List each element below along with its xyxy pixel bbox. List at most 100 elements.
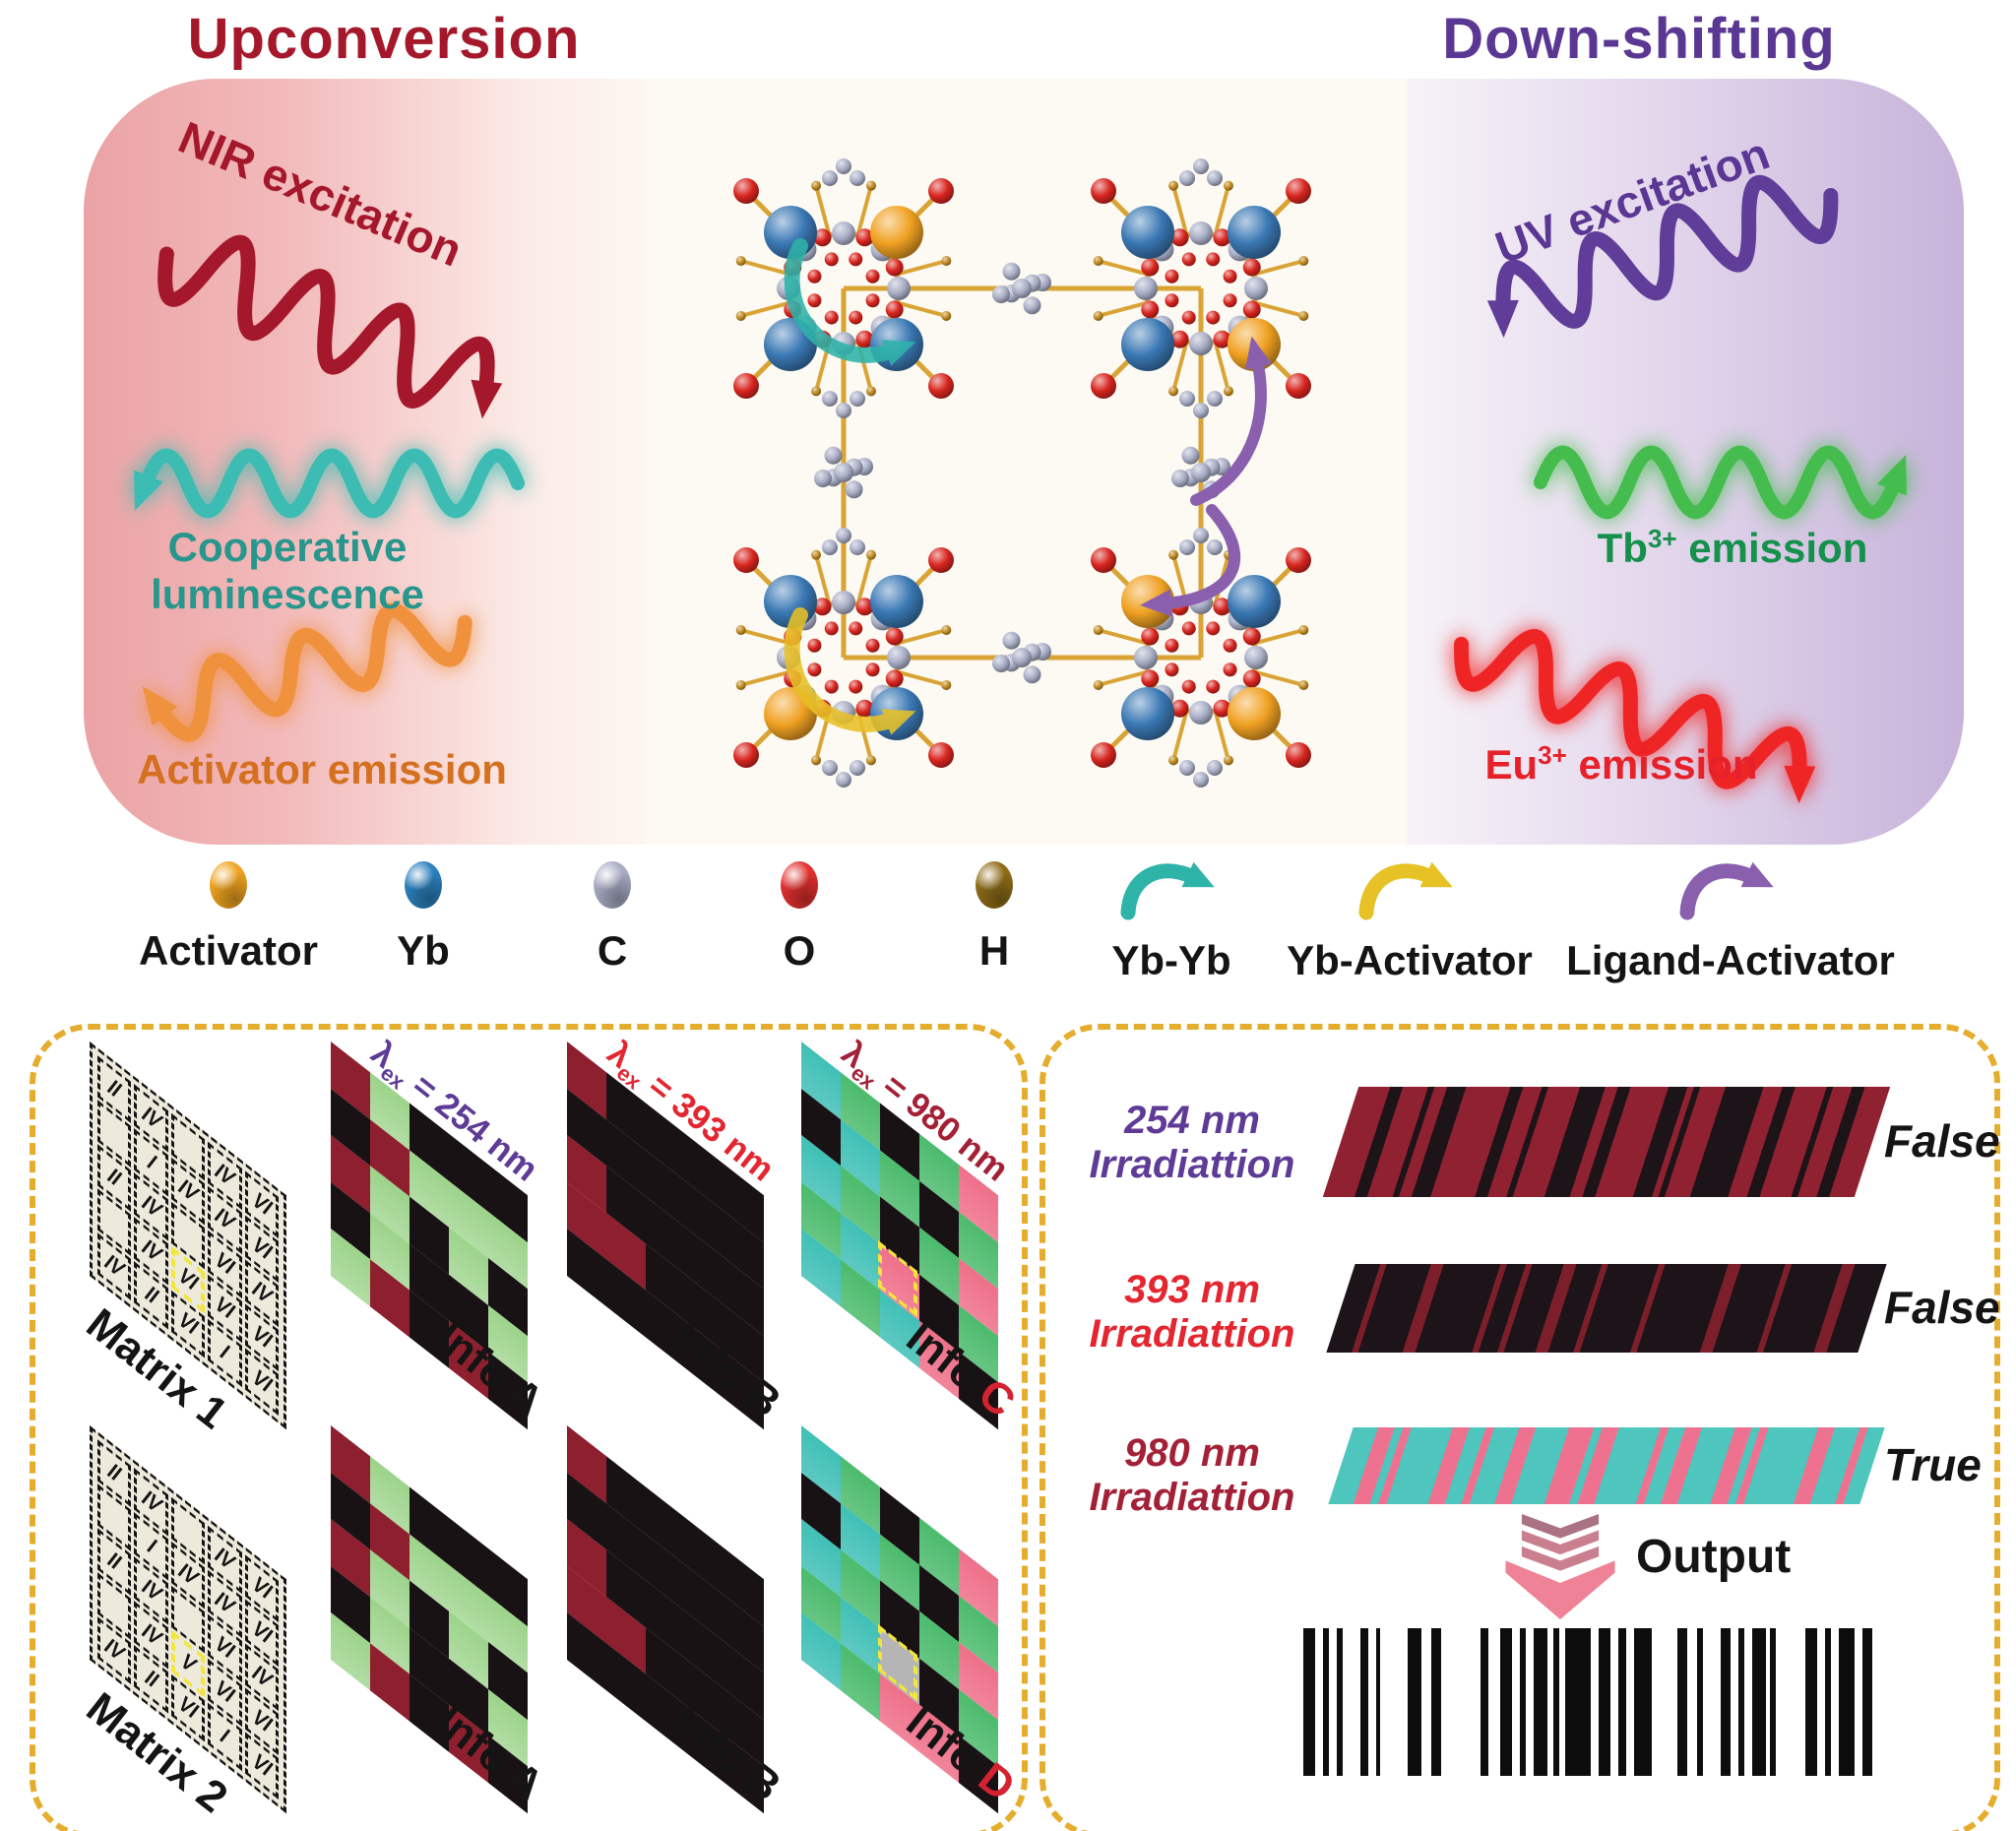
c-atom-icon <box>594 861 631 909</box>
barcode-bar <box>1376 1628 1380 1776</box>
eu-emission-label: Eu3+ emission <box>1429 740 1813 789</box>
barcode-bar <box>1825 1628 1831 1776</box>
matrix-cell-value: VI <box>247 1750 278 1781</box>
legend-atom-item: C <box>504 852 721 975</box>
barcode-bar <box>1721 1628 1731 1776</box>
activator-emission-label: Activator emission <box>137 746 507 792</box>
barcode-bar <box>1565 1628 1591 1776</box>
cooperative-luminescence-label: Cooperative luminescence <box>151 524 424 617</box>
barcode-bar <box>1839 1628 1855 1776</box>
legend-transfer-item: Yb-Activator <box>1242 852 1577 984</box>
matrix-cell-value: I <box>216 1342 235 1363</box>
wavelength-value: 254 nm <box>1124 1099 1260 1142</box>
legend-atom-item: O <box>691 852 908 975</box>
matrix-cell-value: IV <box>210 1588 240 1619</box>
barcode-bar <box>1738 1628 1744 1776</box>
matrix-cell-value: IV <box>210 1160 240 1191</box>
eu-emission-wave-arrow <box>1417 574 1869 859</box>
barcode-bar <box>1408 1628 1421 1776</box>
matrix-cell-value: I <box>142 1151 161 1173</box>
matrix-cell-value: VI <box>210 1632 240 1664</box>
cooperative-luminescence-wave-arrow <box>106 421 547 550</box>
barcode-bar <box>1618 1628 1626 1776</box>
legend-atom-item: Activator <box>120 852 337 975</box>
matrix-cell-value: VI <box>173 1264 204 1294</box>
barcode-bar <box>1770 1628 1776 1776</box>
eu-symbol: Eu <box>1484 741 1539 788</box>
irradiation-label: 980 nm Irradiattion <box>1051 1431 1333 1520</box>
matrix-cell-value: VI <box>247 1322 278 1353</box>
barcode-band <box>1322 1087 1891 1197</box>
barcode-bar <box>1752 1628 1766 1776</box>
matrix-cell-value: IV <box>137 1619 166 1650</box>
ligand-activator-arrow-icon <box>1679 861 1774 920</box>
matrix-cell-value: I <box>216 1726 235 1747</box>
o-atom-icon <box>781 861 818 909</box>
eu-emission-word: emission <box>1566 741 1758 788</box>
matrix-cell-value: IV <box>173 1559 204 1590</box>
barcode-bar <box>1677 1628 1687 1776</box>
barcode-bar <box>1500 1628 1512 1776</box>
matrix-cell-value: VI <box>173 1308 204 1339</box>
barcode-bar <box>1634 1628 1652 1776</box>
legend-transfer-label: Yb-Yb <box>1111 937 1231 983</box>
yb-atom-icon <box>405 861 442 909</box>
wave-nir-svg <box>158 234 503 419</box>
uv-excitation-wave-arrow <box>1443 120 1883 392</box>
activator-emission-wave-arrow <box>104 551 513 789</box>
barcode-bar <box>1360 1628 1368 1776</box>
matrix-cell-value: IV <box>247 1278 278 1308</box>
matrix-cell-value: IV <box>137 1191 166 1222</box>
barcode-bar <box>1337 1628 1343 1776</box>
matrix-cell-value: IV <box>173 1175 204 1206</box>
mof-structure-svg <box>733 158 1311 788</box>
wavelength-value: 980 nm <box>1124 1431 1260 1475</box>
legend-atom-label: H <box>978 927 1010 974</box>
legend-atom-item: H <box>886 852 1102 975</box>
legend-atom-label: Yb <box>397 927 450 974</box>
matrix-cell-value: VI <box>247 1573 278 1604</box>
wave-act-svg <box>142 602 472 742</box>
legend-transfer-item: Ligand-Activator <box>1563 852 1898 984</box>
matrix-cell-value: IV <box>137 1235 166 1266</box>
wavelength-value: 393 nm <box>1124 1268 1260 1311</box>
irradiation-word: Irradiattion <box>1089 1142 1295 1186</box>
mof-structure-illustration <box>645 87 1413 843</box>
irradiation-label: 393 nm Irradiattion <box>1051 1268 1333 1357</box>
result-text: False <box>1884 1282 2000 1333</box>
matrix-cell-value: VI <box>210 1676 240 1708</box>
nir-excitation-wave-arrow <box>118 178 560 481</box>
matrix-cell-value: II <box>102 1548 127 1574</box>
barcode-bar <box>1599 1628 1610 1776</box>
matrix-cell-value: II <box>102 1165 127 1190</box>
downshifting-title: Down-shifting <box>1442 7 1836 71</box>
result-text: True <box>1884 1439 1982 1490</box>
legend-transfer-label: Ligand-Activator <box>1566 937 1895 983</box>
result-text: False <box>1884 1115 2000 1167</box>
matrix-cell-value: II <box>102 1460 127 1485</box>
legend-atom-item: Yb <box>315 852 532 975</box>
matrix-cell-value: V <box>175 1650 201 1677</box>
barcode-bar <box>1303 1628 1315 1776</box>
matrix-cell-value: II <box>102 1076 127 1102</box>
wave-tb-svg <box>1534 445 1907 520</box>
matrix-encoding-panel: II IV IV VI I IV IV VI II IV VI IV IV VI VI VI IV II VI I VI… <box>30 1024 1028 1831</box>
matrix-cell-value: IV <box>99 1635 130 1666</box>
barcode-bar <box>1431 1628 1441 1776</box>
barcode-bar <box>1862 1628 1872 1776</box>
matrix-cell-value: II <box>140 1282 163 1308</box>
legend-row: Activator Yb C O H Yb-Yb Yb-Activator Ligand-Ac… <box>0 852 2016 1019</box>
matrix-cell-value: IV <box>137 1103 166 1133</box>
wave-eu-svg <box>1454 629 1816 804</box>
activator-atom-icon <box>210 861 247 909</box>
barcode-bar <box>1520 1628 1526 1776</box>
legend-atom-label: C <box>597 927 628 974</box>
matrix-cell-value: VI <box>210 1293 240 1324</box>
barcode-bar <box>1534 1628 1547 1776</box>
yb-yb-arrow-icon <box>1120 861 1215 920</box>
matrix-cell-value: I <box>142 1535 161 1557</box>
tb-emission-wave-arrow <box>1521 418 1944 551</box>
wave-uv-svg <box>1486 174 1839 339</box>
output-barcode <box>1303 1628 1874 1776</box>
